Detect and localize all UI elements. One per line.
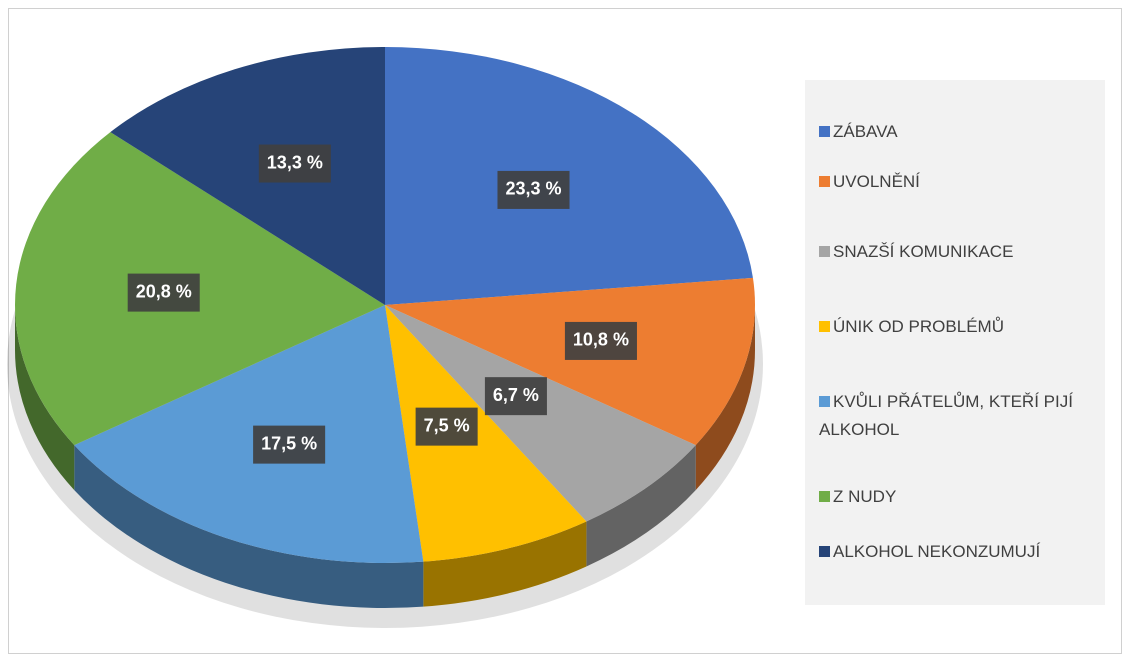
data-label: 6,7 % — [484, 377, 547, 416]
data-label-text: 20,8 % — [136, 281, 192, 301]
legend-item: ÚNIK OD PROBLÉMŮ — [819, 313, 1099, 341]
data-label: 23,3 % — [497, 170, 570, 209]
legend-label: Z NUDY — [833, 487, 897, 506]
data-label-box — [253, 425, 326, 464]
legend-swatch — [819, 176, 830, 187]
data-label: 10,8 % — [564, 321, 637, 360]
legend-swatch — [819, 126, 830, 137]
data-label-text: 23,3 % — [505, 179, 561, 199]
legend-swatch — [819, 246, 830, 257]
data-label-box — [258, 144, 331, 183]
legend-item: KVŮLI PŘÁTELŮM, KTEŘÍ PIJÍ ALKOHOL — [819, 388, 1099, 444]
legend-swatch — [819, 396, 830, 407]
data-label-box — [564, 321, 637, 360]
data-label-text: 13,3 % — [267, 152, 323, 172]
data-label: 17,5 % — [253, 425, 326, 464]
slice-side — [15, 305, 75, 491]
data-label: 13,3 % — [258, 144, 331, 183]
legend: ZÁBAVA UVOLNĚNÍ SNAZŠÍ KOMUNIKACE ÚNIK OD P… — [805, 80, 1105, 605]
slice-side — [423, 521, 587, 607]
data-label-text: 6,7 % — [493, 385, 539, 405]
data-label: 7,5 % — [415, 407, 478, 446]
slice-side — [695, 305, 755, 491]
chart-frame — [8, 8, 1122, 654]
slice-side — [586, 445, 696, 567]
data-label-text: 17,5 % — [261, 433, 317, 453]
data-label-box — [415, 407, 478, 446]
pie-chart: 23,3 % 10,8 % 6,7 % 7,5 % 17,5 % 20,8 % 13,3 % — [7, 47, 763, 628]
slice-side — [74, 445, 424, 608]
legend-label: UVOLNĚNÍ — [833, 172, 920, 191]
data-label: 20,8 % — [127, 273, 200, 312]
legend-label: SNAZŠÍ KOMUNIKACE — [833, 242, 1014, 261]
legend-label: ZÁBAVA — [833, 122, 898, 141]
legend-label: ALKOHOL NEKONZUMUJÍ — [833, 542, 1041, 561]
legend-label: ÚNIK OD PROBLÉMŮ — [833, 317, 1004, 336]
legend-label: KVŮLI PŘÁTELŮM, KTEŘÍ PIJÍ ALKOHOL — [819, 392, 1073, 439]
legend-item: ALKOHOL NEKONZUMUJÍ — [819, 538, 1099, 566]
data-label-box — [127, 273, 200, 312]
legend-item: UVOLNĚNÍ — [819, 168, 1099, 196]
legend-item: ZÁBAVA — [819, 118, 1099, 146]
slice — [14, 132, 385, 446]
legend-swatch — [819, 491, 830, 502]
legend-item: Z NUDY — [819, 483, 1099, 511]
data-label-box — [497, 170, 570, 209]
legend-item: SNAZŠÍ KOMUNIKACE — [819, 238, 1099, 266]
data-label-text: 7,5 % — [424, 415, 470, 435]
slice — [385, 277, 756, 446]
data-label-text: 10,8 % — [573, 330, 629, 350]
slice — [110, 47, 386, 305]
slice — [385, 305, 587, 562]
legend-swatch — [819, 546, 830, 557]
legend-swatch — [819, 321, 830, 332]
data-label-box — [484, 377, 547, 416]
slice — [74, 305, 424, 563]
